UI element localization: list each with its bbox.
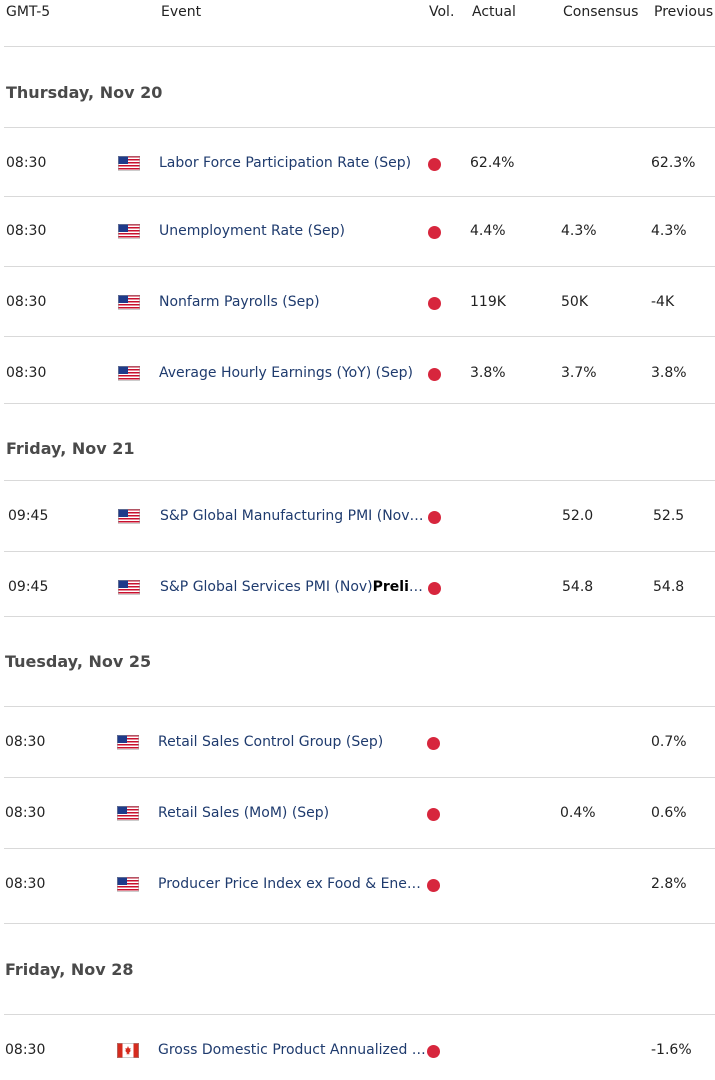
divider — [4, 196, 715, 197]
us-flag-icon — [118, 156, 140, 171]
actual-value: 3.8% — [470, 365, 506, 381]
us-flag-icon — [118, 224, 140, 239]
date-heading: Thursday, Nov 20 — [6, 83, 163, 102]
previous-value: 3.8% — [651, 365, 687, 381]
us-flag-icon — [118, 295, 140, 310]
table-header: GMT-5 Event Vol. Actual Consensus Previo… — [0, 0, 715, 46]
event-name[interactable]: Retail Sales Control Group (Sep) — [158, 734, 384, 750]
actual-value: 119K — [470, 294, 506, 310]
us-flag-icon — [118, 580, 140, 595]
divider — [4, 336, 715, 337]
table-row[interactable]: 08:30 Retail Sales (MoM) (Sep) 0.4% 0.6% — [0, 805, 715, 825]
event-name[interactable]: Gross Domestic Product Annualized (… — [158, 1042, 426, 1058]
us-flag-icon — [117, 806, 139, 821]
previous-value: 0.6% — [651, 805, 687, 821]
consensus-value: 50K — [561, 294, 588, 310]
high-impact-dot — [428, 582, 441, 595]
event-time: 08:30 — [6, 223, 47, 239]
actual-value: 4.4% — [470, 223, 506, 239]
header-previous: Previous — [654, 4, 714, 20]
consensus-value: 54.8 — [562, 579, 594, 595]
event-time: 08:30 — [6, 365, 47, 381]
date-heading: Friday, Nov 21 — [6, 439, 135, 458]
table-row[interactable]: 08:30 Producer Price Index ex Food & Ene… — [0, 876, 715, 896]
divider — [4, 551, 715, 552]
event-time: 08:30 — [5, 805, 46, 821]
divider — [4, 848, 715, 849]
event-name[interactable]: S&P Global Manufacturing PMI (Nov)… — [160, 508, 428, 524]
high-impact-dot — [427, 808, 440, 821]
table-row[interactable]: 08:30 Retail Sales Control Group (Sep) 0… — [0, 734, 715, 754]
previous-value: 2.8% — [651, 876, 687, 892]
consensus-value: 0.4% — [560, 805, 596, 821]
event-time: 08:30 — [6, 155, 47, 171]
previous-value: 4.3% — [651, 223, 687, 239]
event-time: 08:30 — [5, 876, 46, 892]
header-consensus: Consensus — [563, 4, 639, 20]
divider — [4, 480, 715, 481]
divider — [4, 127, 715, 128]
event-name[interactable]: Unemployment Rate (Sep) — [159, 223, 345, 239]
high-impact-dot — [428, 226, 441, 239]
divider — [4, 706, 715, 707]
table-row[interactable]: 08:30 Gross Domestic Product Annualized … — [0, 1042, 715, 1062]
event-name[interactable]: S&P Global Services PMI (Nov)Prelimi… — [160, 579, 428, 595]
event-time: 08:30 — [5, 1042, 46, 1058]
event-name[interactable]: Average Hourly Earnings (YoY) (Sep) — [159, 365, 413, 381]
table-row[interactable]: 08:30 Unemployment Rate (Sep) 4.4% 4.3% … — [0, 223, 715, 243]
us-flag-icon — [117, 877, 139, 892]
event-name[interactable]: Producer Price Index ex Food & Energ… — [158, 876, 426, 892]
divider — [4, 616, 715, 617]
divider — [4, 777, 715, 778]
event-time: 09:45 — [8, 579, 49, 595]
previous-value: 52.5 — [653, 508, 685, 524]
consensus-value: 4.3% — [561, 223, 597, 239]
event-name[interactable]: Labor Force Participation Rate (Sep) — [159, 155, 412, 171]
us-flag-icon — [118, 366, 140, 381]
date-heading: Friday, Nov 28 — [5, 960, 134, 979]
header-timezone: GMT-5 — [6, 4, 51, 20]
high-impact-dot — [428, 511, 441, 524]
consensus-value: 52.0 — [562, 508, 594, 524]
header-actual: Actual — [472, 4, 516, 20]
high-impact-dot — [428, 368, 441, 381]
header-event: Event — [161, 4, 202, 20]
table-row[interactable]: 09:45 S&P Global Services PMI (Nov)Preli… — [0, 579, 715, 599]
event-time: 08:30 — [6, 294, 47, 310]
ca-flag-icon — [117, 1043, 139, 1058]
consensus-value: 3.7% — [561, 365, 597, 381]
us-flag-icon — [118, 509, 140, 524]
high-impact-dot — [428, 158, 441, 171]
event-time: 09:45 — [8, 508, 49, 524]
high-impact-dot — [428, 297, 441, 310]
divider — [4, 46, 715, 47]
table-row[interactable]: 08:30 Nonfarm Payrolls (Sep) 119K 50K -4… — [0, 294, 715, 314]
previous-value: -1.6% — [651, 1042, 692, 1058]
divider — [4, 403, 715, 404]
us-flag-icon — [117, 735, 139, 750]
previous-value: 54.8 — [653, 579, 685, 595]
actual-value: 62.4% — [470, 155, 515, 171]
high-impact-dot — [427, 879, 440, 892]
table-row[interactable]: 08:30 Labor Force Participation Rate (Se… — [0, 155, 715, 175]
table-row[interactable]: 09:45 S&P Global Manufacturing PMI (Nov)… — [0, 508, 715, 528]
header-volatility: Vol. — [429, 4, 455, 20]
previous-value: -4K — [651, 294, 675, 310]
divider — [4, 923, 715, 924]
high-impact-dot — [427, 1045, 440, 1058]
date-heading: Tuesday, Nov 25 — [5, 652, 152, 671]
high-impact-dot — [427, 737, 440, 750]
table-row[interactable]: 08:30 Average Hourly Earnings (YoY) (Sep… — [0, 365, 715, 385]
event-name[interactable]: Retail Sales (MoM) (Sep) — [158, 805, 330, 821]
previous-value: 62.3% — [651, 155, 696, 171]
previous-value: 0.7% — [651, 734, 687, 750]
event-name-bold: Prelimi… — [372, 579, 428, 595]
divider — [4, 1014, 715, 1015]
event-name[interactable]: Nonfarm Payrolls (Sep) — [159, 294, 320, 310]
event-name-text: S&P Global Services PMI (Nov) — [160, 579, 373, 595]
divider — [4, 266, 715, 267]
event-time: 08:30 — [5, 734, 46, 750]
